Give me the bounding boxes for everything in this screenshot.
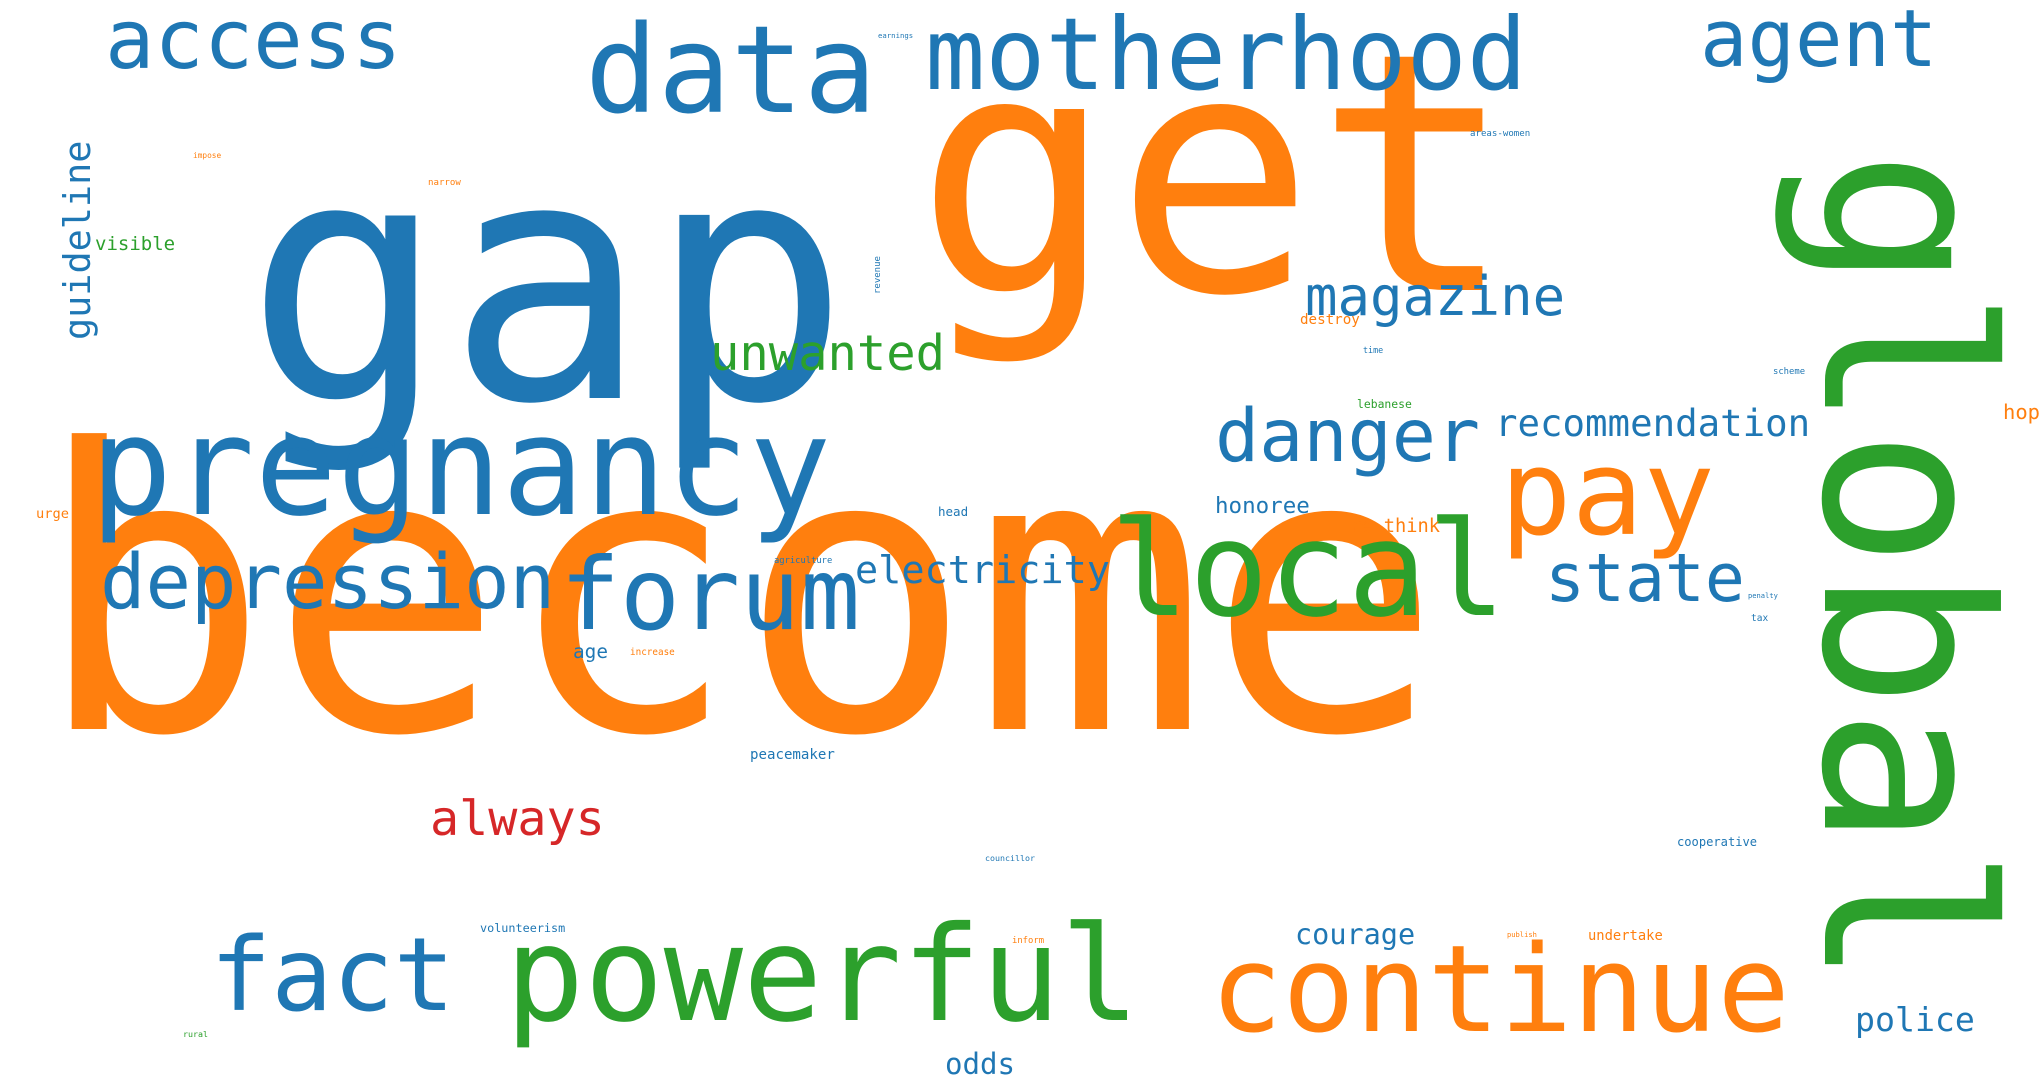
word-global: global xyxy=(1770,150,2040,987)
word-undertake: undertake xyxy=(1588,928,1663,944)
word-age: age xyxy=(573,640,609,663)
word-scheme: scheme xyxy=(1773,367,1806,377)
word-forum: forum xyxy=(560,536,861,653)
word-impose: impose xyxy=(193,151,222,160)
word-inform: inform xyxy=(1012,936,1045,946)
word-access: access xyxy=(105,0,402,88)
word-data: data xyxy=(585,0,877,141)
word-magazine: magazine xyxy=(1305,265,1566,328)
word-peacemaker: peacemaker xyxy=(750,747,835,763)
word-gap: gap xyxy=(245,87,850,477)
word-rural: rural xyxy=(183,1029,208,1039)
word-publish: publish xyxy=(1507,930,1537,939)
word-courage: courage xyxy=(1295,918,1416,951)
word-lebanese: lebanese xyxy=(1357,397,1412,411)
word-time: time xyxy=(1363,345,1384,355)
word-cooperative: cooperative xyxy=(1677,835,1758,849)
word-state: state xyxy=(1545,539,1745,617)
word-tax: tax xyxy=(1751,613,1769,624)
word-increase: increase xyxy=(630,647,675,658)
word-continue: continue xyxy=(1210,920,1790,1060)
word-areas-women: areas-women xyxy=(1470,129,1531,139)
word-pay: pay xyxy=(1500,425,1715,563)
word-get: get xyxy=(915,0,1516,369)
word-recommendation: recommendation xyxy=(1495,401,1811,445)
word-pregnancy: pregnancy xyxy=(90,388,832,547)
word-earnings: earnings xyxy=(878,31,914,40)
word-electricity: electricity xyxy=(855,548,1110,593)
word-danger: danger xyxy=(1215,394,1481,479)
word-become: become xyxy=(35,367,1442,821)
word-always: always xyxy=(430,791,605,847)
word-penalty: penalty xyxy=(1748,591,1778,600)
word-destroy: destroy xyxy=(1300,312,1360,328)
word-councillor: councillor xyxy=(985,853,1035,863)
word-local: local xyxy=(1110,494,1507,647)
word-head: head xyxy=(938,504,969,519)
word-fact: fact xyxy=(210,916,455,1034)
word-guideline: guideline xyxy=(56,140,99,340)
word-odds: odds xyxy=(945,1047,1016,1080)
word-urge: urge xyxy=(36,506,69,522)
word-volunteerism: volunteerism xyxy=(480,921,566,935)
word-agriculture: agriculture xyxy=(774,556,833,566)
word-honoree: honoree xyxy=(1215,493,1310,519)
word-police: police xyxy=(1855,1000,1975,1039)
word-powerful: powerful xyxy=(505,899,1140,1052)
word-hop: hop xyxy=(2003,400,2040,424)
word-unwanted: unwanted xyxy=(710,325,946,382)
word-revenue: revenue xyxy=(873,256,883,294)
word-agent: agent xyxy=(1700,0,1938,85)
word-narrow: narrow xyxy=(428,178,461,188)
word-re-think: re-think xyxy=(1350,516,1441,537)
word-depression: depression xyxy=(100,538,556,626)
word-visible: visible xyxy=(95,233,176,255)
word-motherhood: motherhood xyxy=(925,0,1528,113)
